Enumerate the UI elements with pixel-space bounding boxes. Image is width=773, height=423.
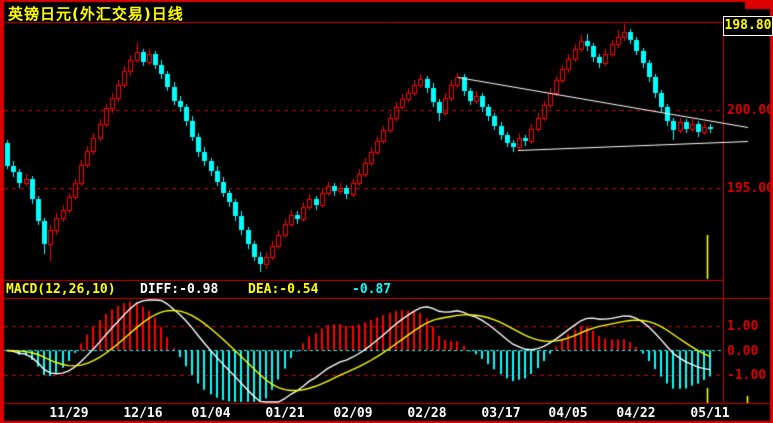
price-axis-label: 195.00 [727, 181, 773, 196]
x-axis-date-label: 04/22 [616, 406, 656, 421]
x-axis-date-label: 05/11 [690, 406, 730, 421]
last-price-box: 198.80 [723, 16, 773, 36]
macd-diff-value: DIFF:-0.98 [140, 282, 219, 297]
macd-indicator-label: MACD(12,26,10) [6, 282, 116, 297]
macd-axis-label: 1.00 [727, 319, 759, 334]
chart-title: 英镑日元(外汇交易)日线 [8, 5, 184, 23]
x-axis-date-label: 12/16 [123, 406, 163, 421]
macd-axis-label: -1.00 [727, 368, 767, 383]
x-axis-date-label: 04/05 [548, 406, 588, 421]
price-axis-label: 200.00 [727, 103, 773, 118]
x-axis-date-label: 11/29 [49, 406, 89, 421]
x-axis-date-label: 02/09 [333, 406, 373, 421]
x-axis-date-label: 01/04 [191, 406, 231, 421]
x-axis-date-label: 01/21 [265, 406, 305, 421]
macd-bar-value: -0.87 [352, 282, 392, 297]
macd-dea-value: DEA:-0.54 [248, 282, 319, 297]
macd-axis-label: 0.00 [727, 344, 759, 359]
x-axis-date-label: 02/28 [407, 406, 447, 421]
x-axis-date-label: 03/17 [481, 406, 521, 421]
